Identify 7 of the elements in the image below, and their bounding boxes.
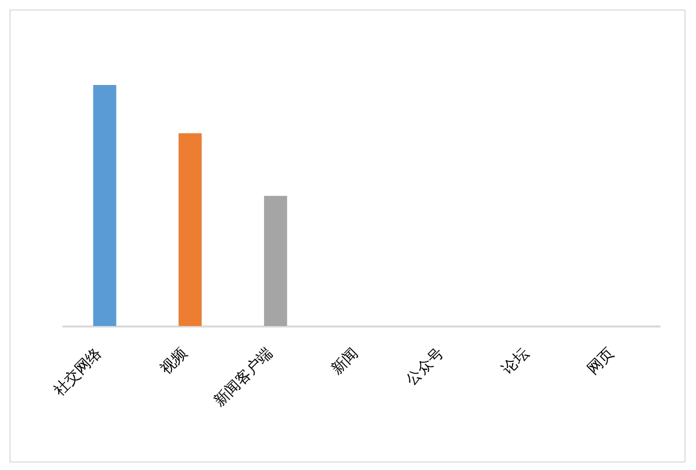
- x-tick-label: 新闻客户端: [210, 344, 276, 410]
- x-tick-label: 新闻: [328, 344, 362, 378]
- x-tick-label: 视频: [157, 344, 191, 378]
- x-tick-label: 论坛: [498, 344, 532, 378]
- x-tick-label: 网页: [585, 346, 618, 378]
- x-tick-label: 公众号: [402, 344, 447, 389]
- x-tick-label: 社交网络: [50, 344, 106, 400]
